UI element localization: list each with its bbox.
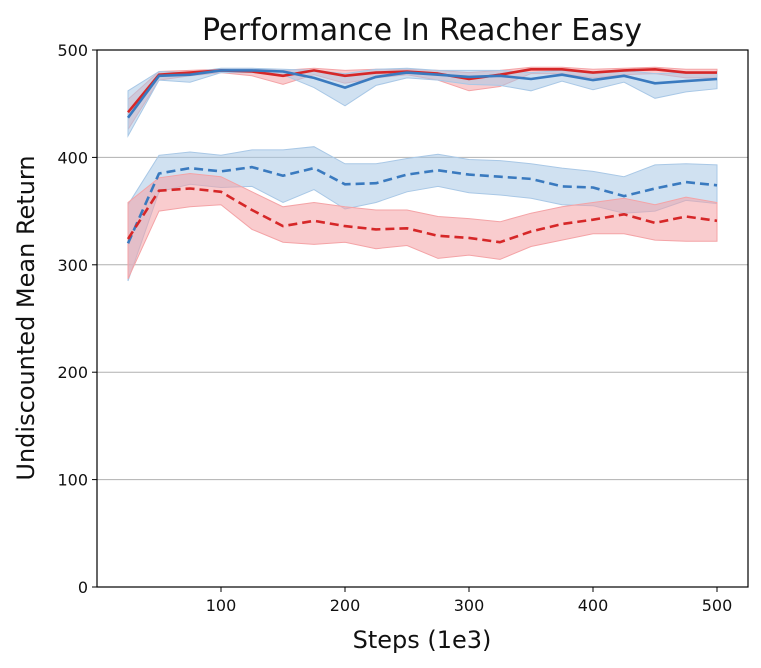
ytick-label-500: 500: [57, 41, 88, 60]
series-3-line: [126, 187, 718, 244]
series-1-line: [126, 69, 718, 119]
xtick-label-300: 300: [454, 596, 485, 615]
confidence-bands: [127, 66, 718, 282]
ytick-label-400: 400: [57, 148, 88, 167]
chart-title: Performance In Reacher Easy: [202, 13, 642, 48]
y-axis-label: Undiscounted Mean Return: [12, 155, 40, 480]
xtick-label-200: 200: [330, 596, 361, 615]
x-axis-label: Steps (1e3): [353, 626, 492, 654]
series-1-band: [127, 67, 718, 138]
y-axis-ticks: 0 100 200 300 400 500: [57, 41, 97, 597]
ytick-label-200: 200: [57, 363, 88, 382]
xtick-label-400: 400: [578, 596, 609, 615]
xtick-label-100: 100: [206, 596, 237, 615]
series-2-line: [126, 165, 718, 244]
series-lines: [126, 68, 718, 244]
xtick-label-500: 500: [702, 596, 733, 615]
x-axis-ticks: 100 200 300 400 500: [206, 587, 733, 615]
grid-lines: [97, 49, 748, 588]
ytick-label-100: 100: [57, 471, 88, 490]
series-3-band: [127, 172, 718, 280]
ytick-label-0: 0: [78, 578, 88, 597]
ytick-label-300: 300: [57, 256, 88, 275]
plot-frame: [96, 49, 749, 588]
